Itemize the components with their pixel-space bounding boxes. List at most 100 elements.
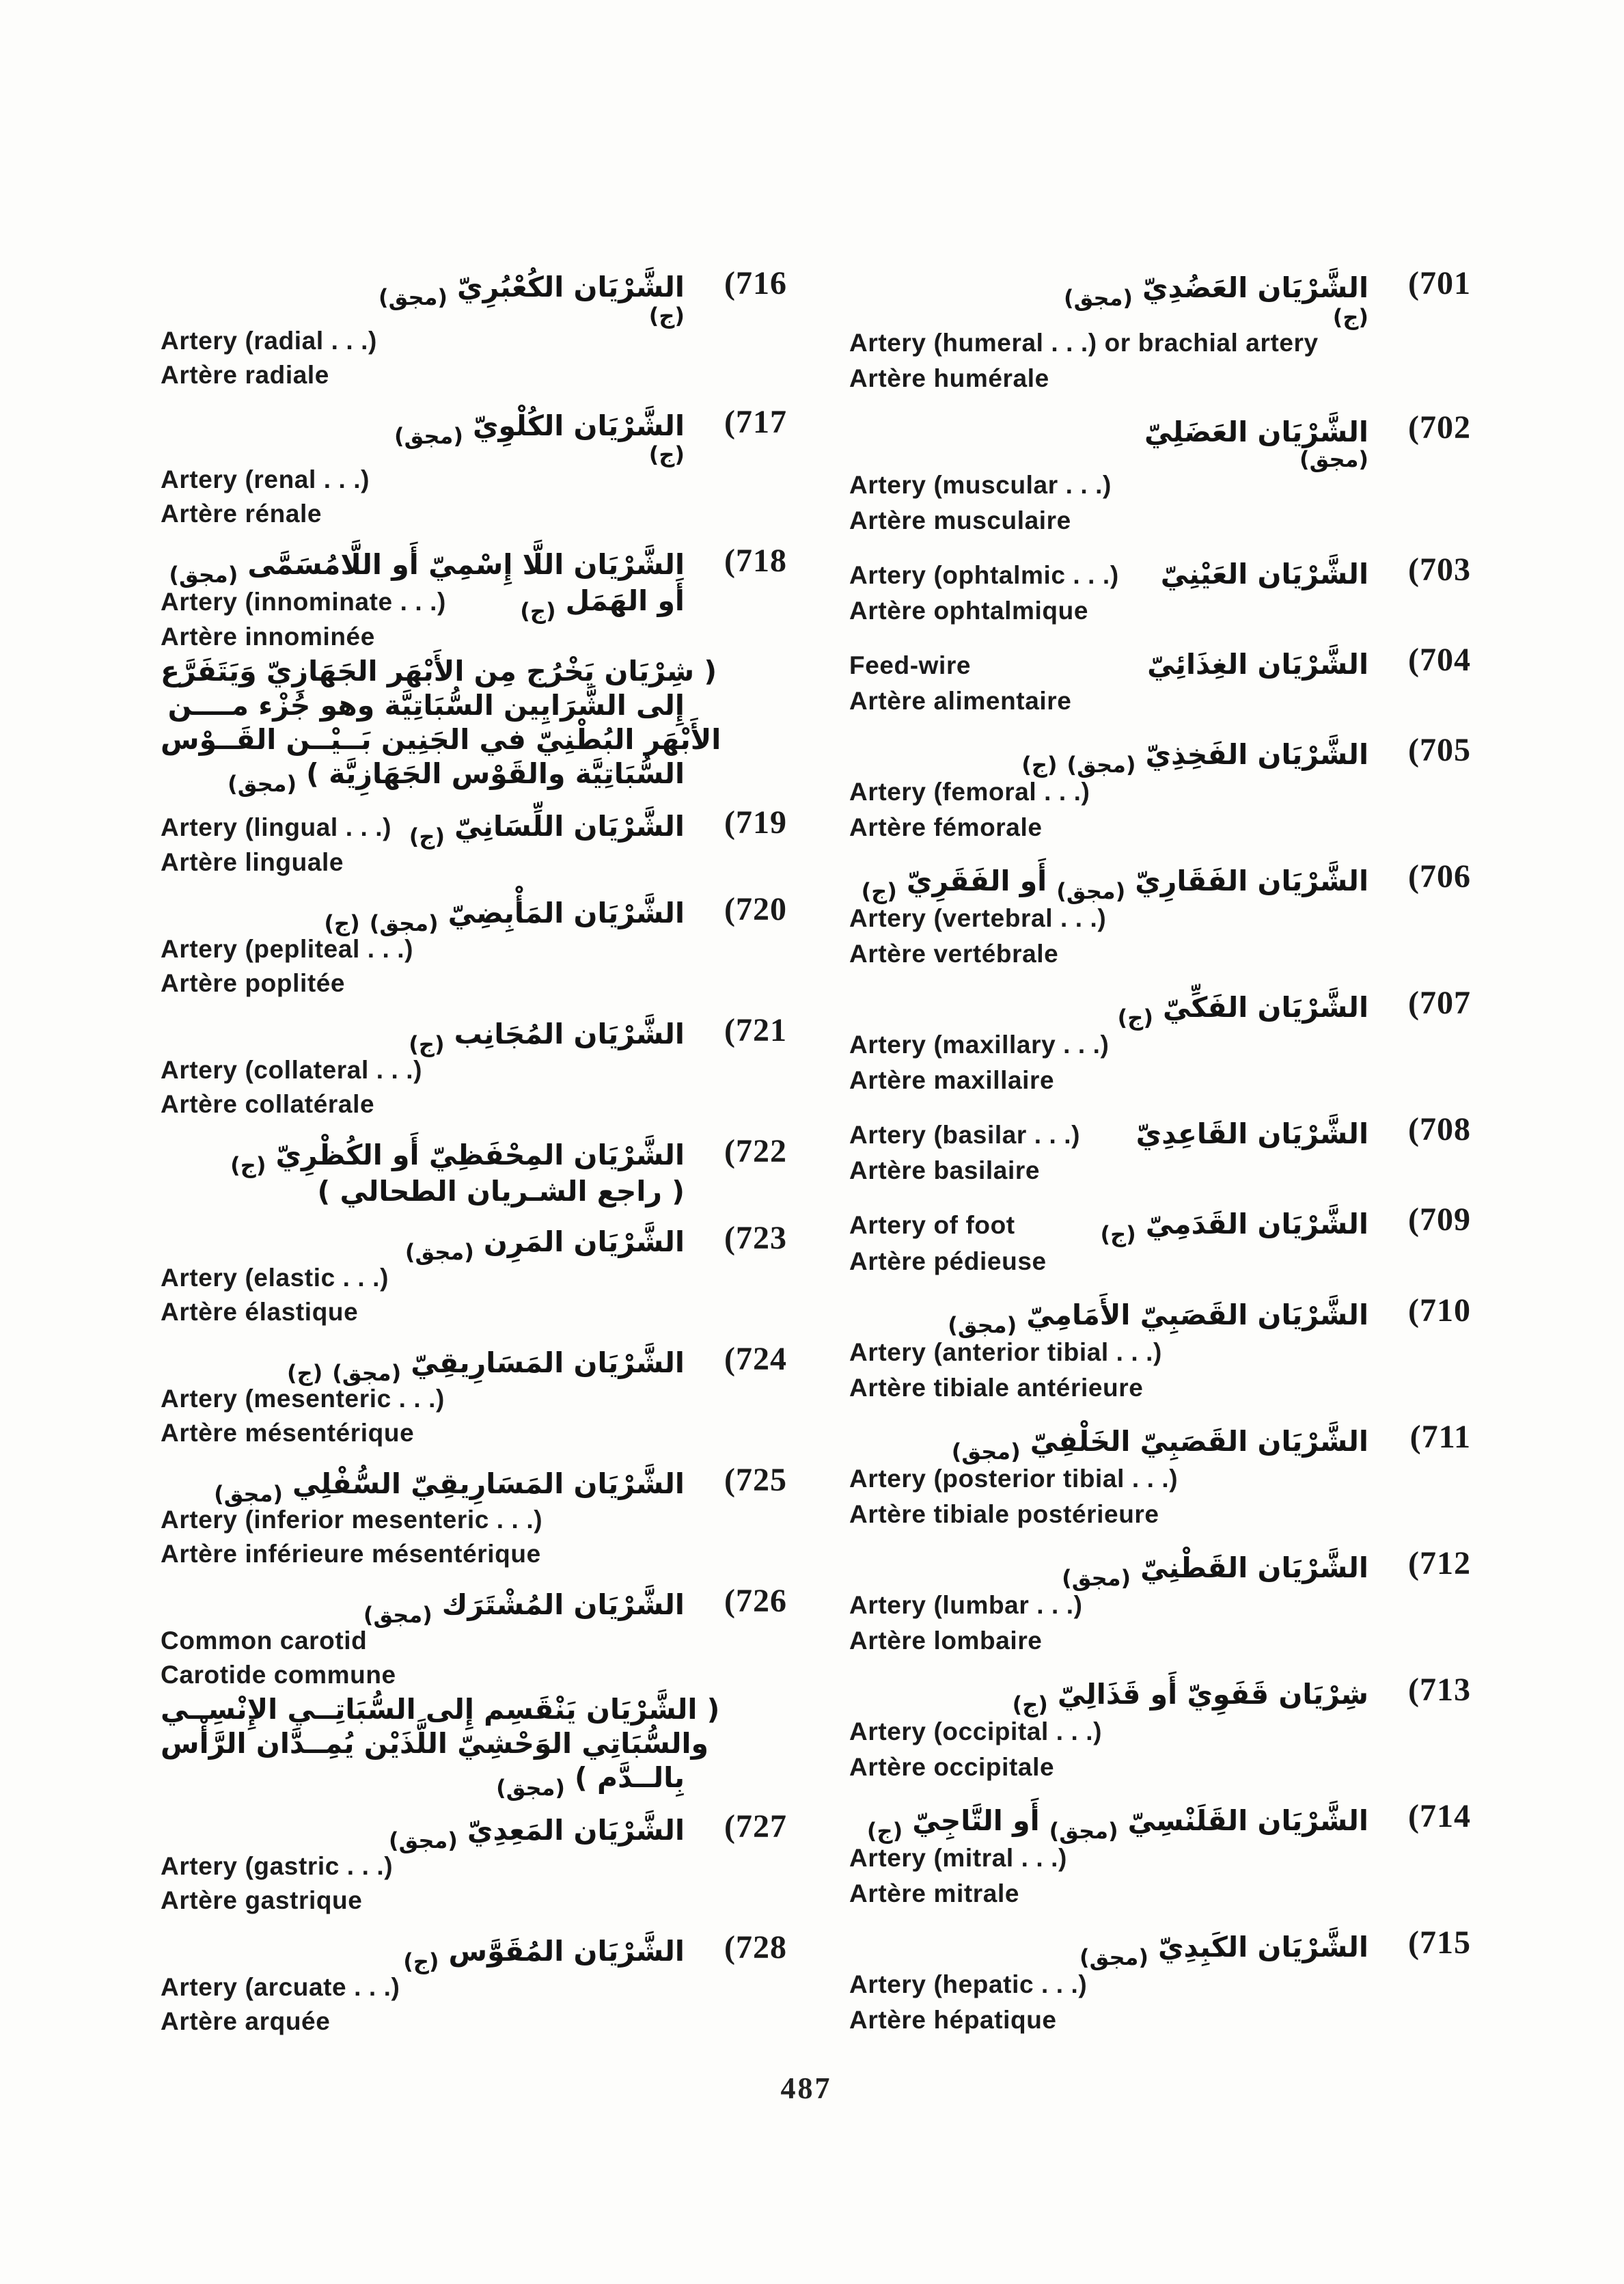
french-term: Artère collatérale [161,1090,375,1118]
entry-number: (713 [1408,1672,1471,1708]
english-term: Artery (occipital . . .) [849,1717,1103,1745]
arabic-text: إِلى الشَّرَايِين السُّبَاتِيَّة وهو جُز… [167,689,685,722]
english-term: Artery of foot [849,1211,1015,1239]
entry-721: (721 الشَّرْيَان المُجَانِب (ج) Artery (col… [161,1012,787,1121]
grammar-tag: (مجق) [1066,752,1136,778]
grammar-tag: (مجق) [1062,1565,1131,1591]
arabic-term: ( شِرْيَان يَخْرُج مِن الأَبْهَر الجَهَا… [161,654,717,688]
entry-line: Artery (posterior tibial . . .) [849,1461,1368,1497]
arabic-term: (ج) [649,305,685,327]
english-term: Artery (lingual . . .) [161,813,392,841]
french-term: Carotide commune [161,1661,396,1689]
entry-line: الشَّرْيَان المَأْبِضِيّ (مجق) (ج) [161,896,685,936]
column-right: (701 الشَّرْيَان العَضُدِيّ(مجق) (ج) Artery… [849,265,1471,2056]
entry-710: (710 الشَّرْيَان القَصَبِيّ الأَمَامِيّ (م… [849,1292,1471,1406]
entry-line: Artère maxillaire [849,1063,1368,1098]
arabic-term: ( الشَّرْيَان يَنْقَسِم إِلى السُّبَاتِـ… [161,1692,719,1726]
entry-line: Artère poplitée [161,966,685,1001]
entry-line: Artère ophtalmique [849,593,1368,629]
entry-number: (709 [1408,1201,1471,1238]
arabic-text: ( راجع الشـريان الطحالي ) [317,1175,685,1208]
entry-line: الشَّرْيَان المَرِن (مجق) [161,1225,685,1265]
french-term: Artère vertébrale [849,940,1059,968]
arabic-text: الشَّرْيَان المُقَوَّس [448,1935,685,1968]
entry-line: الشَّرْيَان المُجَانِب (ج) [161,1017,685,1057]
entry-line: Artery (radial . . .) [161,324,685,358]
arabic-text: والسُّبَاتِي الوَحْشِيّ اللَّذَيْن يُمِـ… [161,1727,709,1760]
entry-number: (718 [724,543,787,579]
arabic-term: الشَّرْيَان المَسَارِيقِيّ السُّفْلِي (مج… [214,1467,685,1507]
entry-line: Artery (maxillary . . .) [849,1027,1368,1063]
entry-line: Artère mésentérique [161,1416,685,1450]
entry-712: (712 الشَّرْيَان القَطْنِيّ (مجق) Artery (l… [849,1545,1471,1659]
arabic-term: الشَّرْيَان المَرِن (مجق) [405,1225,685,1265]
entry-line: (مجق) [849,448,1368,470]
arabic-term: الشَّرْيَان العَضَلِيّ [1144,414,1368,450]
french-term: Artère fémorale [849,813,1043,841]
entry-line: Carotide commune [161,1658,685,1692]
entry-line: Common carotid [161,1624,685,1658]
english-term: Artery (renal . . .) [161,465,370,493]
entry-number: (712 [1408,1545,1471,1581]
arabic-term: الشَّرْيَان الفَكِّيّ (ج) [1118,990,1368,1031]
arabic-text: الشَّرْيَان المُشْتَرَك [441,1588,685,1621]
entry-line: Artery (femoral . . .) [849,774,1368,810]
entry-line: Artère mitrale [849,1876,1368,1912]
grammar-tag: (مجق) [1064,285,1133,311]
arabic-text: أَو الهَمَل [565,584,685,617]
entry-number: (723 [724,1220,787,1256]
arabic-term: الشَّرْيَان المِحْفَظِيّ أَو الكُظْرِيّ (… [230,1138,685,1178]
english-term: Artery (mesenteric . . .) [161,1385,445,1413]
arabic-text: الشَّرْيَان الكُعْبُرِيّ [457,271,685,303]
page-number: 487 [780,2071,832,2105]
grammar-tag: (مجق) [363,1602,432,1628]
grammar-tag: (مجق) [948,1312,1017,1338]
entry-line: Artère alimentaire [849,683,1368,719]
grammar-tag: (مجق) [1049,1818,1118,1844]
arabic-text: الشَّرْيَان القَصَبِيّ الخَلْفِيّ [1030,1425,1368,1458]
arabic-term: السُّبَاتِيَّة والقَوْس الجَهَازِيَّة ) (… [228,757,685,797]
entry-714: (714 الشَّرْيَان القَلَنْسِيّ (مجق) أَو الت… [849,1798,1471,1912]
english-term: Artery (posterior tibial . . .) [849,1465,1179,1493]
entry-line: الشَّرْيَان القَصَبِيّ الخَلْفِيّ (مجق) [849,1424,1368,1465]
arabic-text: الشَّرْيَان العَضُدِيّ [1142,271,1368,304]
entry-number: (711 [1409,1419,1471,1455]
arabic-term: الشَّرْيَان القَصَبِيّ الأَمَامِيّ (مجق) [948,1297,1368,1338]
arabic-text: ( شِرْيَان يَخْرُج مِن الأَبْهَر الجَهَا… [161,655,717,688]
entry-number: (716 [724,265,787,301]
entry-line: Artery (mitral . . .) [849,1840,1368,1876]
entry-line: (ج) [849,306,1368,328]
entry-line: الشَّرْيَان الفَكِّيّ (ج) [849,990,1368,1031]
entry-719: (719 Artery (lingual . . .) الشَّرْيَان ال… [161,804,787,880]
entry-line: Artery (hepatic . . .) [849,1967,1368,2002]
arabic-text: الشَّرْيَان الكُلْوِيّ [472,409,685,442]
entry-line: Artery (ophtalmic . . .) الشَّرْيَان العَ… [849,556,1368,593]
arabic-term: الشَّرْيَان الكُعْبُرِيّ (مجق) [379,270,685,310]
entry-724: (724 الشَّرْيَان المَسَارِيقِيّ(مجق)(ج) Ar… [161,1341,787,1450]
arabic-text: الشَّرْيَان اللِّسَانِيّ [454,810,685,843]
entry-line: الشَّرْيَان المُشْتَرَك (مجق) [161,1588,685,1628]
entry-line: الشَّرْيَان المِحْفَظِيّ أَو الكُظْرِيّ (… [161,1138,685,1178]
grammar-tag: (مجق) [169,562,238,588]
entry-704: (704 Feed-wire الشَّرْيَان الغِذَائِيّ Artè… [849,642,1471,719]
arabic-term: الشَّرْيَان اللَّا إِسْمِيّ أَو اللَّامُ… [169,547,685,588]
arabic-term: (ج) [1333,306,1368,328]
entry-line: الشَّرْيَان الكُعْبُرِيّ (مجق) [161,270,685,310]
entry-722: (722 الشَّرْيَان المِحْفَظِيّ أَو الكُظْر… [161,1133,787,1208]
entry-718: (718 الشَّرْيَان اللَّا إِسْمِيّ أَو اللَ… [161,543,787,797]
entry-line: Artère humérale [849,361,1368,396]
arabic-text: الشَّرْيَان الغِذَائِيّ [1147,648,1368,681]
arabic-text: الشَّرْيَان المِحْفَظِيّ أَو الكُظْرِيّ [275,1139,685,1171]
french-term: Artère arquée [161,2007,331,2035]
entry-line: Feed-wire الشَّرْيَان الغِذَائِيّ [849,647,1368,683]
entry-line: Artère basilaire [849,1153,1368,1188]
entry-708: (708 Artery (basilar . . .) الشَّرْيَان ال… [849,1111,1471,1188]
note-line: إِلى الشَّرَايِين السُّبَاتِيَّة وهو جُز… [161,688,685,722]
entry-number: (702 [1408,409,1471,446]
entry-number: (703 [1408,552,1471,588]
entry-725: (725 الشَّرْيَان المَسَارِيقِيّ السُّفْلِ… [161,1462,787,1571]
entry-line: Artère vertébrale [849,936,1368,972]
arabic-term: (ج) [649,444,685,465]
french-term: Artère basilaire [849,1156,1041,1184]
arabic-term: أَو الهَمَل (ج) [520,584,685,624]
